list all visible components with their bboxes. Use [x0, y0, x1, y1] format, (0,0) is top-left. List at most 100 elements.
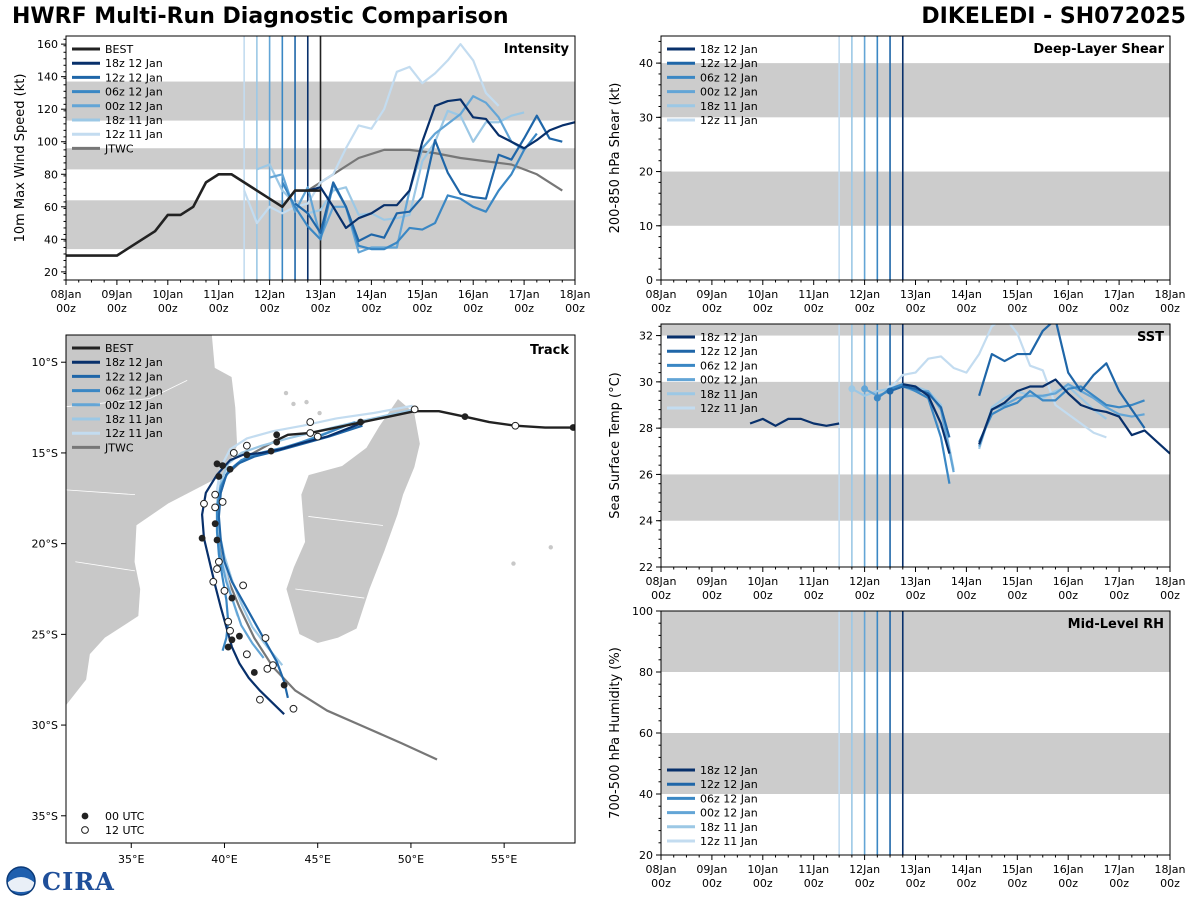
- series-line-06z-12-jan: [281, 132, 538, 251]
- x-tick-label-date: 12Jan: [849, 288, 880, 301]
- shaded-band: [661, 733, 1170, 794]
- figure-title-right: DIKELEDI - SH072025: [921, 4, 1186, 29]
- x-tick-label-hour: 00z: [1109, 589, 1129, 602]
- x-tick-label-hour: 00z: [1160, 877, 1180, 890]
- axes-frame: [65, 334, 576, 844]
- x-tick-label-hour: 00z: [362, 302, 382, 315]
- lat-tick-label: 25°S: [32, 628, 58, 641]
- x-tick-label-hour: 00z: [855, 589, 875, 602]
- best-track-line: [66, 172, 321, 257]
- legend-label: 06z 12 Jan: [700, 359, 758, 372]
- y-tick-label: 20: [639, 166, 653, 179]
- figure-title-left: HWRF Multi-Run Diagnostic Comparison: [12, 4, 509, 29]
- x-tick-label-hour: 00z: [957, 302, 977, 315]
- utc12-marker: [289, 704, 298, 713]
- y-tick-label: 20: [44, 266, 58, 279]
- panel-title: Deep-Layer Shear: [1033, 42, 1164, 57]
- x-tick-label-hour: 00z: [1007, 302, 1027, 315]
- x-tick-label-hour: 00z: [702, 877, 722, 890]
- utc00-marker: [357, 418, 364, 426]
- x-tick-label-hour: 00z: [651, 302, 671, 315]
- utc00-marker: [280, 681, 288, 689]
- x-tick-label-date: 09Jan: [696, 863, 727, 876]
- series-line-18z-12-jan: [307, 98, 575, 230]
- plot-area-shear: [661, 36, 1170, 280]
- x-tick-label-hour: 00z: [957, 877, 977, 890]
- legend-label: 00z 12 Jan: [700, 807, 758, 820]
- utc12-marker: [306, 418, 315, 426]
- x-tick-label-hour: 00z: [702, 589, 722, 602]
- utc12-marker: [214, 557, 223, 566]
- x-tick-label-hour: 00z: [209, 302, 229, 315]
- x-tick-label-hour: 00z: [804, 302, 824, 315]
- lat-tick-label: 35°S: [32, 810, 58, 823]
- x-tick-label-date: 12Jan: [254, 288, 285, 301]
- series-line-18z-11-jan: [978, 385, 1108, 450]
- series-line-18z-12-jan: [749, 417, 840, 427]
- x-tick-label-date: 14Jan: [951, 288, 982, 301]
- x-tick-label-date: 09Jan: [696, 288, 727, 301]
- lat-tick-label: 20°S: [32, 538, 58, 551]
- utc00-marker: [273, 438, 281, 446]
- panel-intensity: 2040608010012014016008Jan00z09Jan00z10Ja…: [13, 35, 590, 315]
- y-tick-label: 120: [37, 103, 58, 116]
- legend-label: 12z 12 Jan: [700, 345, 758, 358]
- utc12-marker: [218, 498, 227, 506]
- legend-label: 12z 12 Jan: [105, 71, 163, 84]
- landmass-madagascar: [285, 397, 421, 644]
- utc12-marker: [306, 429, 315, 437]
- x-tick-label-date: 17Jan: [1104, 288, 1135, 301]
- utc12-marker: [220, 586, 229, 595]
- x-tick-label-hour: 00z: [158, 302, 178, 315]
- x-tick-label-date: 16Jan: [1053, 288, 1084, 301]
- legend-label: 06z 12 Jan: [700, 792, 758, 805]
- x-tick-label-date: 16Jan: [458, 288, 489, 301]
- y-tick-label: 0: [646, 274, 653, 287]
- panel-title: Track: [530, 343, 569, 358]
- x-tick-label-hour: 00z: [463, 302, 483, 315]
- y-tick-label: 140: [37, 71, 58, 84]
- x-tick-label-date: 18Jan: [1155, 575, 1186, 588]
- admin-border: [295, 588, 365, 599]
- panel-title: Mid-Level RH: [1068, 617, 1164, 632]
- y-tick-label: 80: [639, 666, 653, 679]
- x-tick-label-hour: 00z: [1058, 589, 1078, 602]
- shaded-band: [661, 324, 1170, 336]
- x-tick-label-hour: 00z: [804, 589, 824, 602]
- utc12-marker: [229, 449, 238, 457]
- utc12-marker: [313, 432, 322, 441]
- lat-tick-label: 10°S: [32, 356, 58, 369]
- plot-area-track: [66, 335, 575, 843]
- x-tick-label-date: 14Jan: [951, 575, 982, 588]
- y-tick-label: 24: [639, 515, 653, 528]
- x-tick-label-date: 13Jan: [900, 863, 931, 876]
- shaded-band: [661, 63, 1170, 118]
- panel-rh: 2040608010008Jan00z09Jan00z10Jan00z11Jan…: [608, 605, 1185, 890]
- y-axis-label: 200-850 hPa Shear (kt): [608, 83, 623, 234]
- cira-logo: CIRA: [4, 866, 115, 896]
- y-tick-label: 22: [639, 561, 653, 574]
- island: [317, 410, 322, 416]
- x-tick-label-date: 15Jan: [407, 288, 438, 301]
- x-tick-label-date: 15Jan: [1002, 288, 1033, 301]
- utc12-marker: [213, 565, 221, 573]
- island: [548, 545, 553, 550]
- x-tick-label-date: 14Jan: [951, 863, 982, 876]
- legend-label: BEST: [105, 43, 133, 56]
- utc12-marker: [211, 503, 220, 512]
- x-tick-label-date: 10Jan: [747, 288, 778, 301]
- x-tick-label-hour: 00z: [1058, 877, 1078, 890]
- legend-label: 00z 12 Jan: [105, 100, 163, 113]
- utc12-marker: [242, 441, 251, 450]
- panel-title: SST: [1137, 330, 1164, 345]
- x-tick-label-hour: 00z: [311, 302, 331, 315]
- x-tick-label-date: 11Jan: [203, 288, 234, 301]
- y-axis-label: 700-500 hPa Humidity (%): [608, 647, 623, 819]
- utc12-marker: [224, 617, 233, 626]
- utc00-marker: [228, 594, 236, 602]
- utc12-marker: [261, 634, 270, 642]
- utc00-marker: [226, 465, 234, 473]
- utc00-marker: [211, 520, 219, 528]
- x-tick-label-hour: 00z: [56, 302, 76, 315]
- legend-label: 18z 12 Jan: [105, 57, 163, 70]
